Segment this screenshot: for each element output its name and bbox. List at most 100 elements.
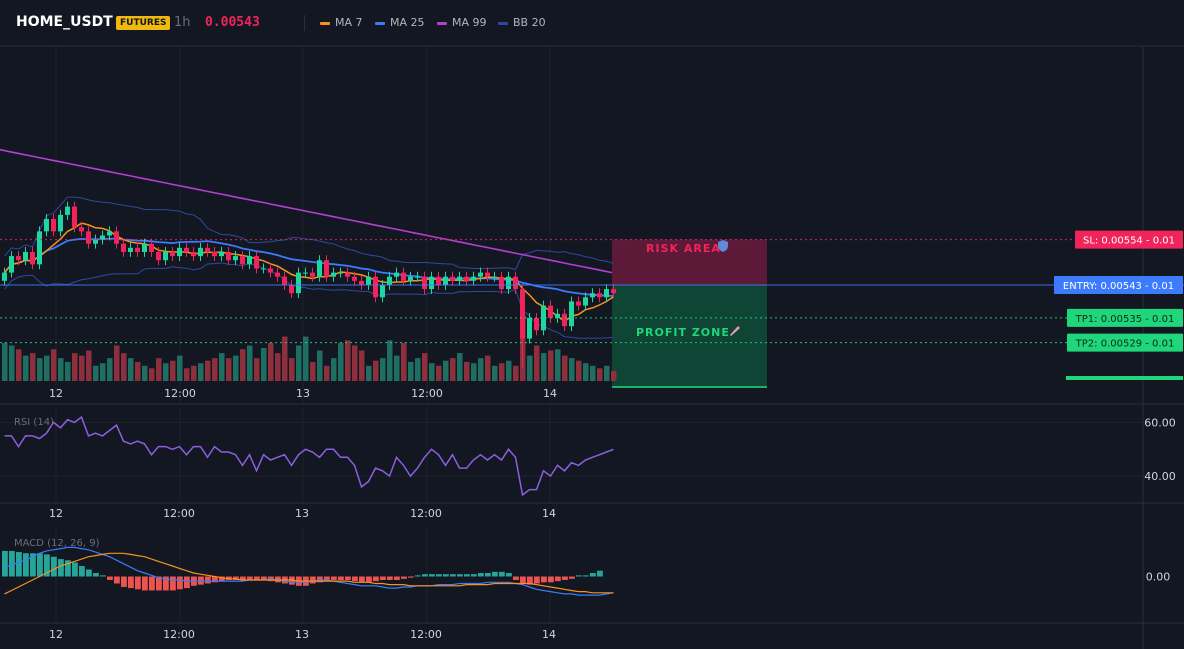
candle-body	[429, 276, 434, 290]
macd-histogram-bar	[72, 562, 78, 577]
candle-body	[44, 219, 49, 232]
candle-body	[289, 284, 294, 294]
macd-histogram-bar	[30, 553, 36, 577]
profit-zone-box	[612, 284, 767, 388]
candle-body	[205, 247, 210, 252]
macd-histogram-bar	[506, 573, 512, 577]
macd-histogram-bar	[170, 576, 176, 591]
candle-body	[16, 256, 21, 261]
volume-bar	[443, 360, 449, 381]
futures-badge: FUTURES	[116, 16, 171, 30]
volume-bar	[128, 358, 134, 381]
legend-bb20-label: BB 20	[513, 16, 546, 29]
ma7-line	[3, 222, 614, 323]
volume-bar	[142, 365, 148, 381]
volume-bar	[513, 365, 519, 381]
volume-bar	[107, 358, 113, 381]
macd-histogram-bar	[331, 576, 337, 580]
volume-bar	[317, 350, 323, 381]
volume-bar	[261, 348, 267, 381]
x-tick-label: 12:00	[163, 507, 195, 520]
volume-bar	[485, 355, 491, 381]
macd-histogram-bar	[114, 576, 120, 584]
candle-body	[471, 276, 476, 281]
candle-body	[2, 272, 7, 281]
candle-body	[513, 276, 518, 290]
candle-body	[457, 276, 462, 281]
macd-title: MACD (12, 26, 9)	[14, 538, 100, 549]
macd-histogram-bar	[471, 574, 477, 577]
x-tick-label: 14	[542, 628, 556, 641]
macd-histogram-bar	[93, 573, 99, 577]
macd-histogram-bar	[590, 573, 596, 577]
candle-body	[492, 276, 497, 278]
macd-histogram-bar	[16, 552, 22, 577]
macd-histogram-bar	[576, 575, 582, 577]
bollinger-bands	[4, 196, 614, 339]
moving-averages	[0, 148, 614, 323]
macd-histogram-bar	[429, 574, 435, 577]
x-tick-label: 12:00	[164, 387, 196, 400]
macd-signal-line	[4, 552, 614, 595]
candle-body	[128, 247, 133, 252]
volume-bar	[338, 342, 344, 381]
macd-histogram-bar	[492, 571, 498, 577]
macd-histogram-bar	[240, 576, 246, 580]
volume-bar	[548, 350, 554, 381]
header-divider	[304, 15, 305, 31]
candle-body	[436, 276, 441, 285]
macd-histogram-bar	[156, 576, 162, 591]
macd-histogram-bar	[219, 576, 225, 582]
volume-bar	[58, 358, 64, 381]
level-label-entry: ENTRY: 0.00543 - 0.01	[1063, 281, 1174, 292]
candle-body	[548, 305, 553, 318]
macd-histogram-bar	[464, 574, 470, 577]
symbol-title[interactable]: HOME_USDT	[16, 14, 113, 30]
risk-area-label: RISK AREA	[646, 242, 721, 255]
timeframe-label[interactable]: 1h	[174, 15, 191, 30]
candle-body	[240, 256, 245, 265]
level-tag-tp2	[1067, 333, 1183, 352]
level-tag-tp1	[1067, 308, 1183, 327]
candles[interactable]	[2, 201, 616, 369]
candle-body	[408, 276, 413, 281]
volume-bar	[9, 345, 15, 381]
macd-histogram-bar	[583, 575, 589, 577]
macd-histogram-bar	[534, 576, 540, 584]
candle-body	[317, 260, 322, 277]
volume-bar	[114, 345, 120, 381]
macd-histogram-bar	[380, 576, 386, 580]
volume-bar	[450, 358, 456, 381]
legend-ma25[interactable]: MA 25	[375, 16, 425, 29]
candle-body	[555, 313, 560, 318]
macd-histogram-bar	[443, 574, 449, 577]
volume-bar	[296, 345, 302, 381]
macd-histogram-bar	[338, 576, 344, 580]
x-tick-label: 14	[543, 387, 557, 400]
candle-body	[65, 206, 70, 215]
candle-body	[583, 297, 588, 306]
volume-bar	[457, 353, 463, 381]
candle-body	[9, 256, 14, 273]
volume-bar	[422, 353, 428, 381]
legend-bb20[interactable]: BB 20	[498, 16, 546, 29]
candle-body	[450, 276, 455, 281]
candle-body	[345, 272, 350, 277]
candle-body	[254, 256, 259, 269]
volume-bar	[345, 340, 351, 381]
x-tick-label: 12:00	[410, 628, 442, 641]
volume-bar	[156, 358, 162, 381]
macd-histogram-bar	[233, 576, 239, 580]
candle-body	[233, 256, 238, 261]
volume-bar	[254, 358, 260, 381]
legend-ma99[interactable]: MA 99	[437, 16, 487, 29]
volume-bar	[366, 365, 372, 381]
macd-histogram-bar	[513, 576, 519, 580]
volume-bar	[310, 361, 316, 381]
macd-histogram-bar	[562, 576, 568, 580]
candle-body	[114, 231, 119, 244]
legend-ma7[interactable]: MA 7	[320, 16, 363, 29]
volume-bar	[506, 360, 512, 381]
candle-body	[359, 280, 364, 285]
